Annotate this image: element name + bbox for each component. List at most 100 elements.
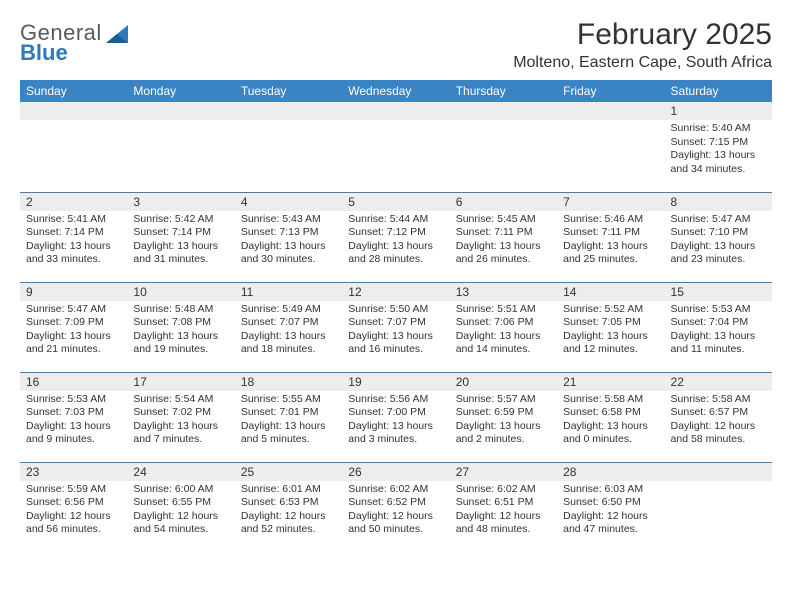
daylight-text: Daylight: 13 hours and 11 minutes. — [671, 330, 766, 357]
day-number: 23 — [20, 463, 127, 481]
day-number: 10 — [127, 283, 234, 301]
sunrise-text: Sunrise: 5:44 AM — [348, 213, 443, 227]
day-cell: 25Sunrise: 6:01 AMSunset: 6:53 PMDayligh… — [235, 462, 342, 552]
sunrise-text: Sunrise: 6:03 AM — [563, 483, 658, 497]
sunset-text: Sunset: 7:09 PM — [26, 316, 121, 330]
day-details: Sunrise: 6:01 AMSunset: 6:53 PMDaylight:… — [235, 481, 342, 542]
sunrise-text: Sunrise: 5:41 AM — [26, 213, 121, 227]
day-number: 13 — [450, 283, 557, 301]
day-cell: 22 Sunrise: 5:58 AMSunset: 6:57 PMDayligh… — [665, 372, 772, 462]
daylight-text: Daylight: 13 hours and 19 minutes. — [133, 330, 228, 357]
sunset-text: Sunset: 7:08 PM — [133, 316, 228, 330]
daylight-text: Daylight: 13 hours and 21 minutes. — [26, 330, 121, 357]
sunrise-text: Sunrise: 5:40 AM — [671, 122, 766, 136]
day-cell: 2Sunrise: 5:41 AMSunset: 7:14 PMDaylight… — [20, 192, 127, 282]
sunrise-text: Sunrise: 6:00 AM — [133, 483, 228, 497]
header-row: General Blue February 2025 Molteno, East… — [20, 18, 772, 72]
daylight-text: Daylight: 13 hours and 9 minutes. — [26, 420, 121, 447]
day-number — [557, 102, 664, 120]
day-number: 3 — [127, 193, 234, 211]
day-details: Sunrise: 5:56 AMSunset: 7:00 PMDaylight:… — [342, 391, 449, 452]
day-cell: 8Sunrise: 5:47 AMSunset: 7:10 PMDaylight… — [665, 192, 772, 282]
day-number: 22 — [665, 373, 772, 391]
day-number: 1 — [665, 102, 772, 120]
day-cell: 19Sunrise: 5:56 AMSunset: 7:00 PMDayligh… — [342, 372, 449, 462]
daylight-text: Daylight: 13 hours and 7 minutes. — [133, 420, 228, 447]
sunrise-text: Sunrise: 5:46 AM — [563, 213, 658, 227]
logo: General Blue — [20, 18, 130, 64]
day-cell: 15Sunrise: 5:53 AMSunset: 7:04 PMDayligh… — [665, 282, 772, 372]
daylight-text: Daylight: 13 hours and 5 minutes. — [241, 420, 336, 447]
weekday-header-row: Sunday Monday Tuesday Wednesday Thursday… — [20, 80, 772, 102]
daylight-text: Daylight: 13 hours and 31 minutes. — [133, 240, 228, 267]
location-subtitle: Molteno, Eastern Cape, South Africa — [513, 54, 772, 72]
day-cell: 20Sunrise: 5:57 AMSunset: 6:59 PMDayligh… — [450, 372, 557, 462]
weekday-header: Saturday — [665, 80, 772, 102]
day-details: Sunrise: 5:42 AMSunset: 7:14 PMDaylight:… — [127, 211, 234, 272]
day-cell: 7Sunrise: 5:46 AMSunset: 7:11 PMDaylight… — [557, 192, 664, 282]
day-number — [450, 102, 557, 120]
sunrise-text: Sunrise: 5:56 AM — [348, 393, 443, 407]
day-details: Sunrise: 6:03 AMSunset: 6:50 PMDaylight:… — [557, 481, 664, 542]
week-row: 2Sunrise: 5:41 AMSunset: 7:14 PMDaylight… — [20, 192, 772, 282]
sunrise-text: Sunrise: 5:51 AM — [456, 303, 551, 317]
daylight-text: Daylight: 12 hours and 52 minutes. — [241, 510, 336, 537]
sunrise-text: Sunrise: 5:58 AM — [671, 393, 766, 407]
day-details: Sunrise: 6:02 AMSunset: 6:52 PMDaylight:… — [342, 481, 449, 542]
sunset-text: Sunset: 6:57 PM — [671, 406, 766, 420]
logo-sail-icon — [106, 25, 130, 50]
day-number: 11 — [235, 283, 342, 301]
week-row: 1Sunrise: 5:40 AMSunset: 7:15 PMDaylight… — [20, 102, 772, 192]
sunset-text: Sunset: 7:11 PM — [456, 226, 551, 240]
sunset-text: Sunset: 6:53 PM — [241, 496, 336, 510]
sunset-text: Sunset: 7:01 PM — [241, 406, 336, 420]
day-cell: 16Sunrise: 5:53 AMSunset: 7:03 PMDayligh… — [20, 372, 127, 462]
weekday-header: Sunday — [20, 80, 127, 102]
day-cell: 1Sunrise: 5:40 AMSunset: 7:15 PMDaylight… — [665, 102, 772, 192]
sunset-text: Sunset: 7:15 PM — [671, 136, 766, 150]
sunset-text: Sunset: 7:02 PM — [133, 406, 228, 420]
weekday-header: Tuesday — [235, 80, 342, 102]
week-row: 16Sunrise: 5:53 AMSunset: 7:03 PMDayligh… — [20, 372, 772, 462]
sunset-text: Sunset: 6:51 PM — [456, 496, 551, 510]
daylight-text: Daylight: 13 hours and 3 minutes. — [348, 420, 443, 447]
day-details: Sunrise: 5:50 AMSunset: 7:07 PMDaylight:… — [342, 301, 449, 362]
day-number: 14 — [557, 283, 664, 301]
day-details: Sunrise: 5:43 AMSunset: 7:13 PMDaylight:… — [235, 211, 342, 272]
daylight-text: Daylight: 12 hours and 47 minutes. — [563, 510, 658, 537]
day-number: 15 — [665, 283, 772, 301]
day-details: Sunrise: 5:58 AMSunset: 6:58 PMDaylight:… — [557, 391, 664, 452]
day-number: 27 — [450, 463, 557, 481]
sunset-text: Sunset: 6:50 PM — [563, 496, 658, 510]
day-cell — [557, 102, 664, 192]
daylight-text: Daylight: 13 hours and 23 minutes. — [671, 240, 766, 267]
sunset-text: Sunset: 7:07 PM — [241, 316, 336, 330]
day-number: 8 — [665, 193, 772, 211]
sunset-text: Sunset: 7:14 PM — [133, 226, 228, 240]
day-cell: 5Sunrise: 5:44 AMSunset: 7:12 PMDaylight… — [342, 192, 449, 282]
day-number — [235, 102, 342, 120]
day-cell: 12Sunrise: 5:50 AMSunset: 7:07 PMDayligh… — [342, 282, 449, 372]
sunset-text: Sunset: 7:12 PM — [348, 226, 443, 240]
day-cell: 13Sunrise: 5:51 AMSunset: 7:06 PMDayligh… — [450, 282, 557, 372]
day-cell: 23Sunrise: 5:59 AMSunset: 6:56 PMDayligh… — [20, 462, 127, 552]
sunrise-text: Sunrise: 5:54 AM — [133, 393, 228, 407]
day-number — [127, 102, 234, 120]
daylight-text: Daylight: 12 hours and 54 minutes. — [133, 510, 228, 537]
day-details: Sunrise: 5:41 AMSunset: 7:14 PMDaylight:… — [20, 211, 127, 272]
day-number: 28 — [557, 463, 664, 481]
day-details: Sunrise: 5:52 AMSunset: 7:05 PMDaylight:… — [557, 301, 664, 362]
daylight-text: Daylight: 13 hours and 14 minutes. — [456, 330, 551, 357]
day-cell: 28Sunrise: 6:03 AMSunset: 6:50 PMDayligh… — [557, 462, 664, 552]
day-cell — [665, 462, 772, 552]
sunset-text: Sunset: 7:07 PM — [348, 316, 443, 330]
sunset-text: Sunset: 7:04 PM — [671, 316, 766, 330]
sunrise-text: Sunrise: 5:59 AM — [26, 483, 121, 497]
daylight-text: Daylight: 13 hours and 18 minutes. — [241, 330, 336, 357]
day-cell: 24Sunrise: 6:00 AMSunset: 6:55 PMDayligh… — [127, 462, 234, 552]
day-cell — [20, 102, 127, 192]
header-right: February 2025 Molteno, Eastern Cape, Sou… — [513, 18, 772, 72]
sunset-text: Sunset: 7:14 PM — [26, 226, 121, 240]
daylight-text: Daylight: 12 hours and 58 minutes. — [671, 420, 766, 447]
daylight-text: Daylight: 13 hours and 0 minutes. — [563, 420, 658, 447]
